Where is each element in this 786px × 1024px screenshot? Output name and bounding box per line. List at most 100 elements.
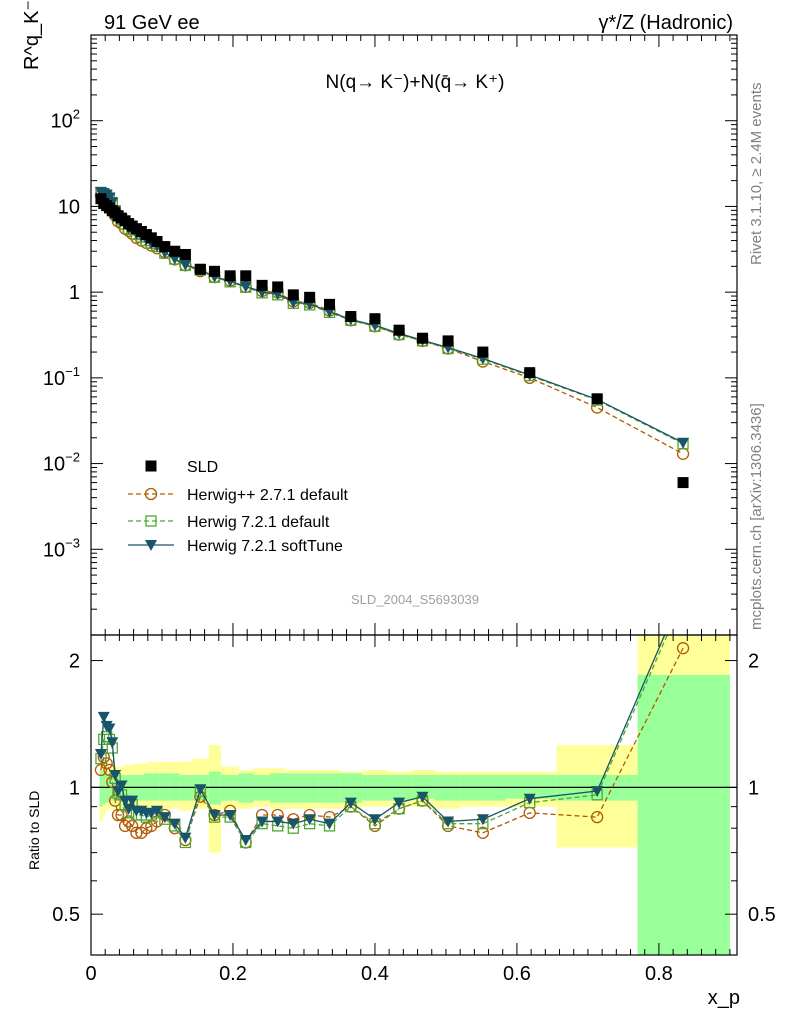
ratio-point [677,588,689,599]
ratio-y-tick-label: 1 [69,777,80,799]
y-tick-label: 10−2 [43,450,80,476]
mc-point [179,259,192,271]
data-point [224,270,236,282]
ratio-point [323,818,336,830]
ratio-point [126,795,139,807]
header-left: 91 GeV ee [104,12,200,34]
ratio-point [393,797,406,809]
ratio-y-tick-label-right: 0.5 [748,904,776,926]
legend-marker [145,515,157,527]
ratio-point [303,814,316,826]
data-point [145,232,157,244]
data-point [179,248,191,260]
data-point [240,270,252,282]
ratio-point [103,723,116,735]
ratio-point [106,737,119,749]
mc-point [677,437,690,449]
ratio-point [94,749,107,761]
y-tick-label: 1 [69,282,80,304]
y-tick-label: 10−1 [43,364,80,390]
ratio-series-layer [94,588,690,849]
data-point [524,367,536,379]
x-tick-label: 0.2 [219,963,247,985]
ratio-line-circle-dashed [100,647,684,844]
ratio-point [344,797,357,809]
ratio-point [109,769,122,781]
x-axis-label: x_p [708,987,740,1009]
legend-label: Herwig 7.2.1 softTune [187,538,343,555]
ratio-uncertainty-bands [91,635,737,955]
data-point [324,298,336,310]
ratio-y-tick-label-right: 2 [748,651,759,673]
legend-label: SLD [187,459,218,476]
data-point [393,324,405,336]
ratio-y-tick-label: 2 [69,651,80,673]
legend-marker [144,487,158,501]
data-point [345,310,357,322]
ratio-point [416,791,429,803]
mcplots-label: mcplots.cern.ch [arXiv:1306.3436] [748,403,765,630]
data-point [417,332,429,344]
main-title: N(q→ K⁻)+N(q̄→ K⁺) [326,72,505,93]
ratio-point [151,805,164,817]
stat-band [99,769,103,807]
data-point [287,289,299,301]
data-point [591,393,603,405]
legend-label: Herwig++ 2.7.1 default [187,487,349,504]
ratio-point [476,826,490,839]
data-point [369,313,381,325]
analysis-watermark: SLD_2004_S5693039 [351,592,479,607]
ratio-point [224,809,237,821]
legend-marker [145,540,157,551]
stat-band [637,674,730,955]
y-tick-label: 102 [51,107,80,133]
ratio-point [194,784,207,796]
rivet-label: Rivet 3.1.10, ≥ 2.4M events [748,83,765,266]
ratio-point [476,814,489,826]
data-point [151,235,163,247]
data-point [442,335,454,347]
ratio-y-tick-label: 0.5 [52,904,80,926]
ratio-point [97,711,110,723]
stat-band [102,771,106,805]
ratio-point [179,832,192,844]
data-point [256,279,268,291]
x-tick-label: 0.6 [503,963,531,985]
y-tick-label: 10 [58,196,80,218]
stat-band [208,771,221,805]
ratio-point [158,812,171,824]
ratio-point [676,642,690,655]
ratio-point [239,835,252,847]
ratio-point [130,826,143,839]
data-point [194,263,206,275]
ratio-point [208,809,221,821]
legend-marker [145,460,157,472]
ratio-point [271,816,284,828]
ratio-point [523,793,536,805]
data-point [209,265,221,277]
ratio-point [368,814,381,826]
x-tick-label: 0 [85,963,96,985]
data-point [272,281,284,293]
ratio-point [115,780,128,792]
x-tick-label: 0.4 [361,963,389,985]
data-point [304,291,316,303]
series-line-circle-dashed [100,194,684,455]
ratio-plot-frame [90,634,738,956]
ratio-point [591,810,604,824]
legend-label: Herwig 7.2.1 default [187,514,330,531]
ratio-y-tick-label-right: 1 [748,777,759,799]
legend: SLD Herwig++ 2.7.1 default Herwig 7.2.1 de… [128,459,349,555]
ratio-point [591,786,604,798]
main-series-layer [94,186,690,489]
ratio-axis-ticks: 0.5 0.5 1 1 2 2 0 0.2 0.4 0.6 0.8 [52,635,776,985]
data-point [159,241,171,253]
main-y-axis-label: R^q_K⁻ [21,0,43,70]
ratio-point [442,816,455,828]
ratio-point [168,818,181,830]
data-point [677,477,689,489]
ratio-point [678,594,688,604]
main-axis-ticks: 10−3 10−2 10−1 1 10 102 [43,35,737,635]
x-tick-label: 0.8 [645,963,673,985]
